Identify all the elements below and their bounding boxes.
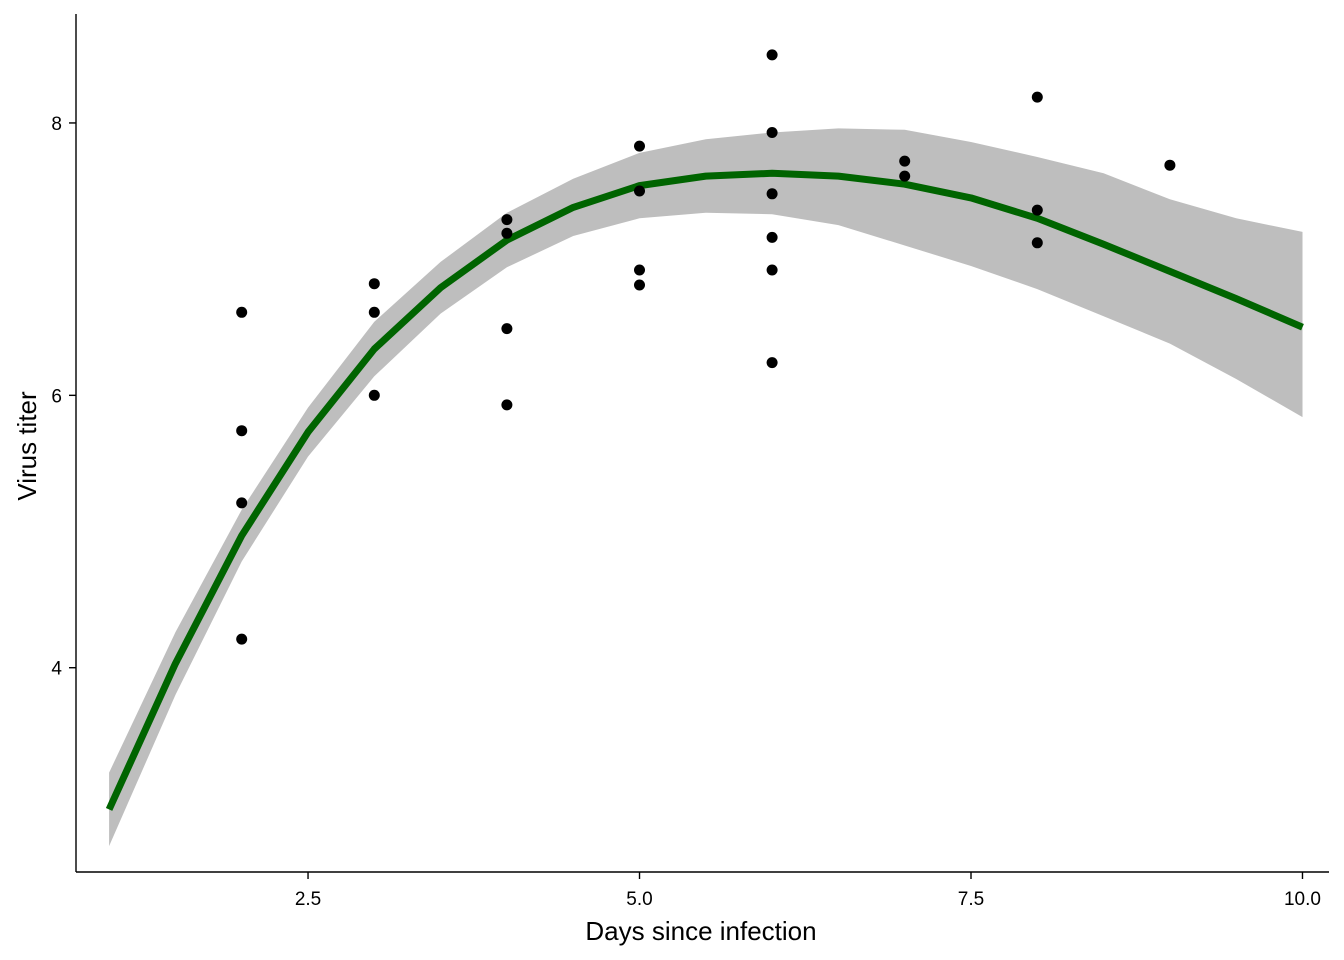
data-point — [899, 155, 911, 167]
data-point — [236, 633, 248, 645]
data-point — [501, 399, 513, 411]
data-point — [899, 170, 911, 182]
y-tick-label: 8 — [51, 114, 62, 135]
data-point — [766, 127, 778, 138]
data-point — [368, 278, 380, 290]
data-point — [236, 497, 248, 509]
y-tick-label: 6 — [51, 386, 62, 407]
data-point — [766, 188, 778, 200]
data-point — [501, 323, 513, 335]
x-axis-title: Days since infection — [585, 916, 816, 946]
data-point — [1031, 237, 1043, 249]
data-point — [634, 264, 645, 276]
data-point — [501, 227, 513, 239]
data-point — [766, 357, 778, 369]
data-point — [634, 140, 645, 152]
x-tick-label: 10.0 — [1284, 889, 1321, 910]
data-point — [368, 389, 380, 401]
y-tick-label: 4 — [51, 659, 62, 680]
data-point — [236, 425, 248, 437]
axes-layer — [75, 14, 1329, 873]
data-point — [1031, 204, 1043, 216]
x-ticks: 2.5 5.0 7.5 10.0 — [295, 872, 1321, 910]
data-point — [1164, 159, 1176, 171]
data-point — [368, 306, 380, 318]
x-tick-label: 5.0 — [626, 889, 652, 910]
confidence-band — [109, 128, 1303, 847]
confidence-band-layer — [109, 128, 1303, 847]
fit-line — [105, 169, 1304, 811]
data-point — [766, 264, 778, 276]
x-tick-label: 2.5 — [295, 889, 321, 910]
data-point — [766, 49, 778, 61]
data-point — [766, 231, 778, 243]
data-points-layer — [236, 49, 1176, 645]
y-ticks: 4 6 8 — [51, 114, 76, 680]
data-point — [236, 306, 248, 318]
data-point — [1031, 91, 1043, 103]
x-tick-label: 7.5 — [958, 889, 984, 910]
data-point — [634, 185, 645, 197]
y-axis-title: Virus titer — [12, 391, 42, 501]
data-point — [634, 279, 645, 291]
fit-line-layer — [105, 169, 1304, 811]
data-point — [501, 214, 513, 226]
